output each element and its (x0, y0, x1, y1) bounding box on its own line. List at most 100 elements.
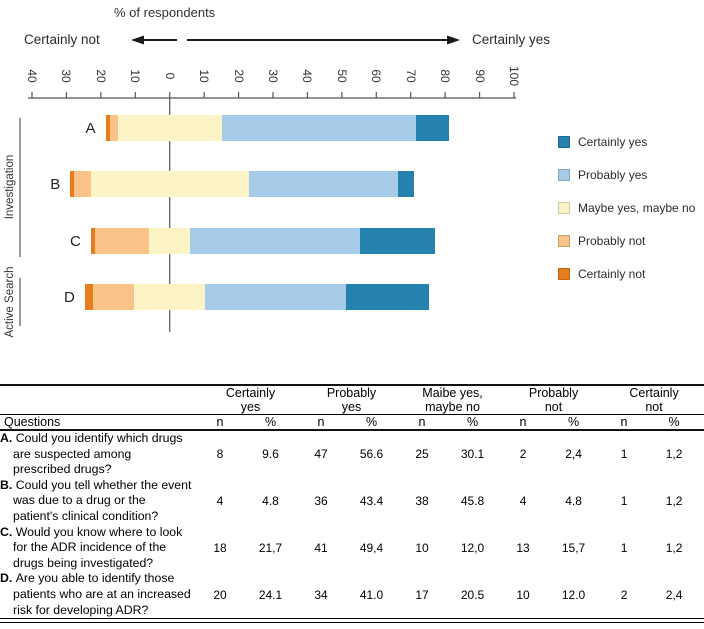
question-letter: A. (0, 431, 16, 445)
n-value-cell: 38 (415, 494, 429, 509)
axis-tick-label: 70 (403, 69, 418, 83)
bar-segment-B-probably-not (74, 171, 91, 197)
axis-tick-label: 30 (266, 69, 280, 83)
n-value-cell: 13 (516, 540, 530, 555)
chart-legend: Certainly yes Probably yes Maybe yes, mayb… (558, 135, 696, 301)
bar-segment-C-certainly-not (90, 228, 95, 254)
question-letter: B. (0, 477, 16, 492)
n-value-cell: 25 (415, 447, 429, 462)
percent-header: % (240, 414, 302, 431)
legend-swatch-icon (558, 202, 570, 214)
axis-tick-label: 40 (25, 69, 39, 83)
n-header: n (402, 414, 443, 431)
table-group-header: Probably yes (301, 385, 403, 415)
n-value-cell: 10 (415, 540, 429, 555)
bar-segment-A-certainly-not (105, 115, 110, 141)
table-group-header: Certainly yes (200, 385, 302, 415)
right-pole-label: Certainly yes (472, 32, 551, 47)
n-value-cell: 8 (216, 447, 224, 462)
n-value-cell: 10 (516, 587, 530, 602)
question-letter: C. (0, 524, 16, 539)
bar-segment-C-probably-not (95, 228, 150, 254)
percent-value-cell: 56.6 (359, 447, 384, 462)
legend-swatch-icon (558, 235, 570, 247)
axis-tick-label: 10 (128, 69, 143, 83)
legend-swatch-icon (558, 136, 570, 148)
legend-item: Maybe yes, maybe no (558, 201, 696, 215)
legend-label: Probably yes (578, 168, 648, 182)
percent-value-cell: 45.8 (460, 494, 485, 509)
axis-tick-label: 80 (438, 69, 453, 83)
legend-item: Probably yes (558, 168, 695, 182)
bar-segment-A-probably-yes (221, 115, 417, 141)
percent-value-cell: 9.6 (262, 447, 279, 462)
n-value-cell: 34 (314, 587, 328, 602)
axis-tick-label: 0 (162, 72, 177, 80)
bar-segment-C-probably-yes (190, 228, 361, 254)
bar-segment-D-probably-yes (205, 284, 347, 310)
percent-value-cell: 30.1 (460, 447, 485, 462)
table-row: B. Could you tell whether the event was d… (0, 478, 704, 525)
legend-item: Probably not (558, 234, 695, 248)
right-arrow-head-icon (447, 35, 460, 45)
percent-value-cell: 12,0 (460, 540, 485, 555)
n-header: n (200, 414, 240, 431)
axis-tick-label: 40 (300, 69, 315, 83)
percent-value-cell: 2,4 (665, 587, 683, 602)
percent-value-cell: 2,4 (565, 447, 582, 462)
table-corner-cell (0, 385, 200, 415)
legend-label: Certainly not (578, 267, 646, 281)
bar-segment-A-certainly-yes (416, 115, 450, 141)
n-value-cell: 1 (620, 447, 628, 462)
percent-header: % (341, 414, 403, 431)
category-label-A: A (85, 119, 96, 137)
n-value-cell: 17 (415, 587, 429, 602)
axis-tick-label: 20 (231, 69, 246, 83)
question-cell: B. Could you tell whether the event was d… (0, 477, 192, 523)
left-arrow-head-icon (131, 35, 144, 45)
percent-value-cell: 41.0 (359, 587, 384, 602)
percent-value-cell: 4.8 (262, 494, 279, 509)
percent-header: % (543, 414, 605, 431)
axis-tick-label: 20 (93, 69, 108, 83)
n-value-cell: 20 (213, 587, 227, 602)
bar-segment-D-certainly-not (84, 284, 94, 310)
bar-segment-B-probably-yes (248, 171, 398, 197)
n-value-cell: 4 (519, 494, 527, 509)
n-header: n (604, 414, 645, 431)
axis-tick-label: 100 (507, 65, 521, 87)
table-row: D. Are you able to identify those patient… (0, 571, 704, 618)
bar-segment-D-probably-not (93, 284, 135, 310)
chart-title: % of respondents (114, 5, 216, 20)
table-row: C. Would you know where to look for the A… (0, 525, 704, 572)
question-cell: A. Could you identify which drugs are sus… (0, 431, 183, 477)
bar-segment-D-certainly-yes (346, 284, 430, 310)
percent-value-cell: 1,2 (665, 447, 683, 462)
bar-segment-B-certainly-yes (397, 171, 415, 197)
percent-value-cell: 49,4 (359, 540, 384, 555)
n-value-cell: 1 (620, 494, 628, 509)
percent-value-cell: 1,2 (665, 494, 683, 509)
bar-segment-C-certainly-yes (360, 228, 436, 254)
questions-header: Questions (0, 414, 200, 431)
percent-value-cell: 20.5 (460, 587, 485, 602)
bar-segment-D-maybe-yes-maybe-no (134, 284, 205, 310)
n-value-cell: 2 (620, 587, 628, 602)
legend-swatch-icon (558, 169, 570, 181)
bar-segment-C-maybe-yes-maybe-no (149, 228, 191, 254)
table-group-header-row: Certainly yes Probably yes Maibe yes, maybe n… (0, 385, 704, 415)
bar-segment-B-certainly-not (70, 171, 75, 197)
legend-item: Certainly yes (558, 135, 695, 149)
table-group-header: Maibe yes, maybe no (402, 385, 504, 415)
question-cell: D. Are you able to identify those patient… (0, 571, 191, 617)
axis-tick-label: 50 (334, 69, 349, 83)
legend-label: Maybe yes, maybe no (578, 201, 696, 215)
bar-segment-A-maybe-yes-maybe-no (117, 115, 222, 141)
n-value-cell: 4 (216, 494, 224, 509)
bar-segment-B-maybe-yes-maybe-no (90, 171, 249, 197)
legend-swatch-icon (558, 268, 570, 280)
group-label-active-search: Active Search (4, 266, 16, 338)
legend-label: Certainly yes (578, 135, 648, 149)
table-group-header: Certainly not (604, 385, 704, 415)
